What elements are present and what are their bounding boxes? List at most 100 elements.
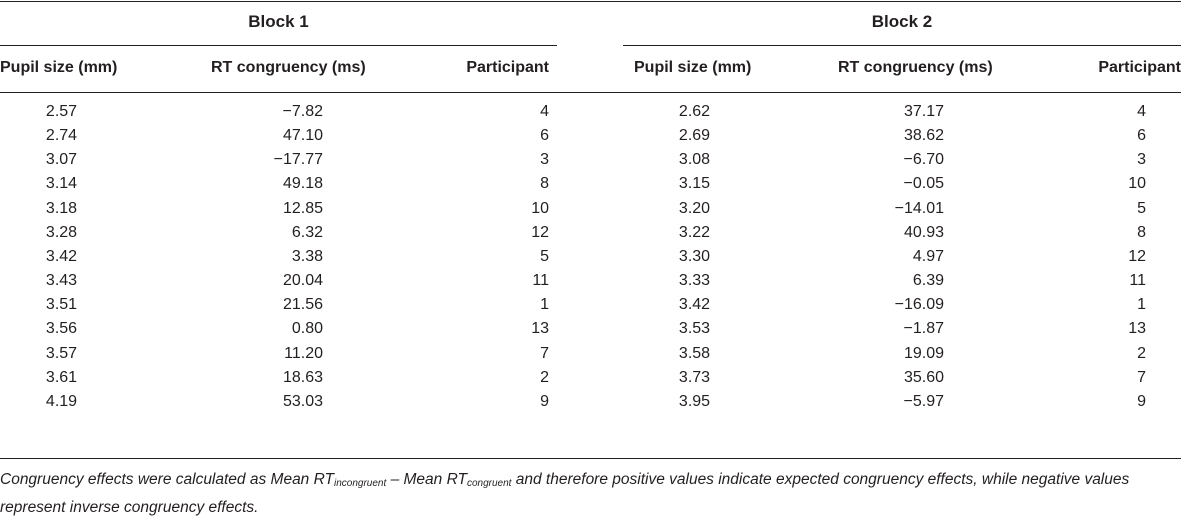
block-1-pupil-cell: 3.56 (45, 320, 78, 338)
table-row: 3.61 18.63 2 3.73 35.60 7 (0, 367, 1181, 391)
block-2-rt-cell: 37.17 (903, 103, 944, 120)
header-rule (0, 92, 1181, 93)
table-row: 3.14 49.18 8 3.15 −0.05 10 (0, 173, 1181, 197)
block-1-participant-cell: 11 (532, 272, 549, 290)
block-1-participant-cell: 6 (540, 127, 549, 145)
block-1-participant-cell: 1 (540, 296, 549, 314)
block-1-pupil-cell: 3.42 (45, 247, 78, 265)
block-1-participant-cell: 13 (531, 320, 549, 338)
block-1-pupil-cell: 2.74 (45, 127, 78, 145)
block-2-rt-header: RT congruency (ms) (838, 59, 993, 76)
block-1-participant-cell: 3 (540, 151, 549, 169)
block-1-participant-cell: 5 (540, 247, 549, 265)
table-row: 3.18 12.85 10 3.20 −14.01 5 (0, 198, 1181, 222)
block-2-participant-cell: 5 (1137, 199, 1146, 217)
block-1-rt-cell: −7.82 (282, 103, 323, 120)
block-1-pupil-cell: 3.61 (45, 368, 78, 386)
block-1-rt-cell: 12.85 (282, 199, 323, 217)
block-1-rt-cell: −17.77 (273, 151, 323, 169)
block-2-participant-cell: 12 (1128, 247, 1146, 265)
block-2-participant-cell: 2 (1137, 344, 1146, 362)
table-row: 3.43 20.04 11 3.33 6.39 11 (0, 270, 1181, 294)
table-body: 2.57 −7.82 4 2.62 37.17 4 2.74 47.10 6 2.69 38.62 6… (0, 101, 1181, 415)
block-1-pupil-cell: 2.57 (45, 103, 78, 120)
block-2-pupil-cell: 3.58 (678, 344, 711, 362)
block-1-pupil-cell: 3.14 (45, 175, 78, 193)
block-2-pupil-cell: 3.53 (678, 320, 711, 338)
footnote-text-3: and therefore positive values indicate e… (0, 471, 1130, 516)
block-2-pupil-cell: 3.20 (678, 199, 711, 217)
footnote-text-2: – Mean RT (386, 471, 467, 488)
block-2-rt-cell: 38.62 (903, 127, 944, 145)
table-top-rule (0, 1, 1181, 2)
block-1-pupil-cell: 3.07 (45, 151, 78, 169)
footnote-subscript-incongruent: incongruent (334, 478, 387, 489)
table-row: 3.42 3.38 5 3.30 4.97 12 (0, 246, 1181, 270)
table-row: 3.56 0.80 13 3.53 −1.87 13 (0, 318, 1181, 342)
column-header-row: Pupil size (mm) RT congruency (ms) Parti… (0, 59, 1181, 81)
block-2-rt-cell: −14.01 (894, 199, 944, 217)
block-1-pupil-cell: 3.57 (45, 344, 78, 362)
block-2-pupil-header: Pupil size (mm) (634, 59, 752, 76)
block-1-rt-cell: 18.63 (282, 368, 323, 386)
block-1-rt-cell: 47.10 (282, 127, 323, 145)
block-2-pupil-cell: 3.08 (678, 151, 711, 169)
block-2-rt-cell: 6.39 (912, 272, 944, 290)
block-2-pupil-cell: 2.69 (678, 127, 711, 145)
table-row: 2.57 −7.82 4 2.62 37.17 4 (0, 101, 1181, 125)
table-bottom-rule (0, 458, 1181, 459)
table-row: 2.74 47.10 6 2.69 38.62 6 (0, 125, 1181, 149)
block-2-rt-cell: −6.70 (903, 151, 944, 169)
block-1-participant-cell: 10 (531, 199, 549, 217)
block-2-pupil-cell: 3.33 (678, 272, 711, 290)
block-1-title: Block 1 (248, 12, 309, 31)
footnote-text-1: Congruency effects were calculated as Me… (0, 471, 334, 488)
block-1-participant-cell: 7 (540, 344, 549, 362)
block-2-participant-cell: 4 (1137, 103, 1146, 120)
block-2-rt-cell: 35.60 (903, 368, 944, 386)
block-1-participant-header: Participant (466, 59, 549, 76)
table-row: 4.19 53.03 9 3.95 −5.97 9 (0, 391, 1181, 415)
block-2-rt-cell: −5.97 (903, 392, 944, 410)
block-1-rt-cell: 0.80 (291, 320, 323, 338)
table-row: 3.07 −17.77 3 3.08 −6.70 3 (0, 149, 1181, 173)
table-row: 3.28 6.32 12 3.22 40.93 8 (0, 222, 1181, 246)
block-2-pupil-cell: 2.62 (678, 103, 711, 120)
block-2-rt-cell: −1.87 (903, 320, 944, 338)
block-2-pupil-cell: 3.30 (678, 247, 711, 265)
block-1-pupil-header: Pupil size (mm) (0, 59, 118, 76)
block-1-participant-cell: 2 (540, 368, 549, 386)
block-2-participant-cell: 3 (1137, 151, 1146, 169)
block-1-pupil-cell: 3.28 (45, 223, 78, 241)
table-footnote: Congruency effects were calculated as Me… (0, 468, 1181, 520)
block-1-pupil-cell: 4.19 (45, 392, 78, 410)
table-row: 3.51 21.56 1 3.42 −16.09 1 (0, 294, 1181, 318)
block-1-participant-cell: 8 (540, 175, 549, 193)
block-1-rt-header: RT congruency (ms) (211, 59, 366, 76)
block-2-participant-cell: 6 (1137, 127, 1146, 145)
block-1-rt-cell: 49.18 (282, 175, 323, 193)
block-1-rt-cell: 3.38 (291, 247, 323, 265)
block-1-rt-cell: 11.20 (284, 344, 323, 362)
block-2-participant-cell: 8 (1137, 223, 1146, 241)
block-2-pupil-cell: 3.22 (678, 223, 711, 241)
block-1-pupil-cell: 3.43 (45, 272, 78, 290)
block-2-rt-cell: −0.05 (903, 175, 944, 193)
block-2-pupil-cell: 3.42 (678, 296, 711, 314)
block-1-rt-cell: 53.03 (282, 392, 323, 410)
block-1-rt-cell: 20.04 (282, 272, 323, 290)
block-2-title: Block 2 (871, 12, 933, 31)
block-2-participant-cell: 11 (1129, 272, 1146, 290)
block-1-rt-cell: 21.56 (282, 296, 323, 314)
block-2-rule (623, 45, 1181, 46)
block-1-participant-cell: 4 (540, 103, 549, 120)
block-2-participant-cell: 13 (1128, 320, 1146, 338)
block-2-pupil-cell: 3.73 (678, 368, 711, 386)
block-2-pupil-cell: 3.95 (678, 392, 711, 410)
block-2-pupil-cell: 3.15 (678, 175, 711, 193)
block-1-participant-cell: 9 (540, 392, 549, 410)
block-2-participant-cell: 9 (1137, 392, 1146, 410)
block-2-participant-cell: 7 (1137, 368, 1146, 386)
block-1-rule (0, 45, 557, 46)
